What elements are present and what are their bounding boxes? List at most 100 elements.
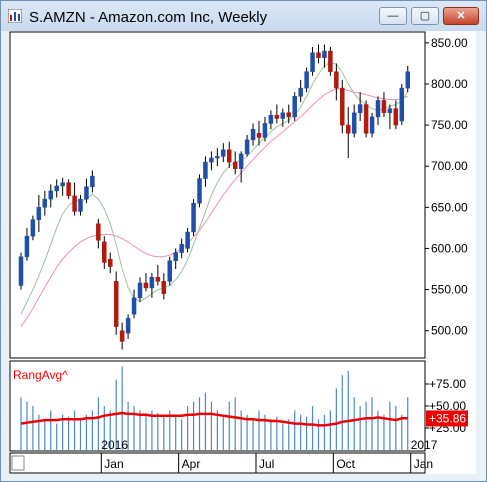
candle-down bbox=[113, 281, 119, 327]
candle-up bbox=[36, 207, 42, 220]
candle-down bbox=[72, 195, 77, 212]
time-axis[interactable] bbox=[9, 452, 426, 474]
candle-down bbox=[346, 124, 351, 134]
time-tick-label: Jan bbox=[104, 457, 123, 471]
candle-up bbox=[191, 202, 196, 233]
price-tick-label: 700.00 bbox=[431, 159, 468, 173]
candlestick-series bbox=[18, 44, 410, 350]
time-tick-label: Oct bbox=[336, 457, 355, 471]
chart-app-icon bbox=[8, 9, 22, 23]
candle-up bbox=[310, 52, 315, 72]
price-pane[interactable] bbox=[9, 31, 426, 359]
value-badge-label: +35.86 bbox=[429, 411, 466, 425]
candle-down bbox=[102, 241, 107, 263]
candle-up bbox=[244, 139, 250, 155]
indicator-tick-label: +75.00 bbox=[429, 377, 466, 391]
maximize-icon: ▢ bbox=[419, 10, 431, 22]
price-tick-label: 750.00 bbox=[431, 118, 468, 132]
candle-up bbox=[250, 128, 256, 141]
candle-up bbox=[262, 123, 268, 138]
time-tick-label: Jan bbox=[414, 457, 433, 471]
price-axis: 850.00 800.00 750.00 700.00 650.00 600.00 550.… bbox=[425, 36, 468, 338]
year-label: 2017 bbox=[411, 438, 438, 452]
indicator-tick-label: +50.00 bbox=[429, 399, 466, 413]
candle-down bbox=[155, 276, 161, 282]
candle-up bbox=[292, 96, 297, 118]
candle-down bbox=[143, 282, 149, 289]
range-average-path bbox=[20, 411, 408, 427]
candle-up bbox=[179, 244, 184, 253]
scroll-handle[interactable] bbox=[11, 455, 25, 471]
candle-up bbox=[197, 178, 202, 204]
maximize-button[interactable]: ▢ bbox=[411, 7, 439, 25]
candle-down bbox=[393, 108, 399, 126]
price-tick-label: 550.00 bbox=[431, 283, 468, 297]
range-average-line bbox=[20, 411, 408, 427]
candle-up bbox=[298, 87, 303, 97]
candle-up bbox=[18, 256, 24, 286]
candle-down bbox=[340, 87, 345, 126]
price-tick-label: 500.00 bbox=[431, 324, 468, 338]
candle-up bbox=[90, 175, 95, 188]
candle-down bbox=[256, 133, 262, 138]
candle-down bbox=[66, 182, 71, 197]
candle-up bbox=[173, 252, 178, 262]
indicator-title: RangAvg^ bbox=[13, 368, 68, 382]
candle-down bbox=[96, 223, 101, 241]
price-tick-label: 650.00 bbox=[431, 200, 468, 214]
candle-down bbox=[161, 281, 167, 294]
candle-up bbox=[48, 190, 53, 200]
candle-down bbox=[381, 100, 387, 114]
candle-up bbox=[387, 108, 393, 114]
candle-down bbox=[119, 330, 125, 342]
ma-fast-line bbox=[20, 62, 409, 315]
price-tick-label: 600.00 bbox=[431, 241, 468, 255]
candle-up bbox=[357, 104, 363, 114]
candle-up bbox=[405, 71, 410, 89]
candle-up bbox=[167, 260, 172, 282]
candle-up bbox=[322, 50, 327, 58]
candle-down bbox=[316, 52, 321, 58]
chart-canvas[interactable]: 850.00 800.00 750.00 700.00 650.00 600.00 550.… bbox=[9, 31, 476, 474]
title-bar[interactable]: S.AMZN - Amazon.com Inc, Weekly — ▢ ✕ bbox=[1, 1, 486, 31]
minimize-button[interactable]: — bbox=[379, 7, 407, 25]
candle-up bbox=[268, 114, 274, 124]
candle-up bbox=[30, 219, 36, 237]
time-axis-labels: Jan Apr Jul Oct Jan 2016 2017 bbox=[100, 438, 438, 473]
candle-up bbox=[24, 235, 30, 257]
candle-down bbox=[274, 114, 280, 119]
price-tick-label: 800.00 bbox=[431, 77, 468, 91]
candle-up bbox=[203, 161, 208, 179]
chart-area[interactable]: 850.00 800.00 750.00 700.00 650.00 600.00 550.… bbox=[9, 31, 476, 474]
candle-down bbox=[286, 112, 291, 118]
candle-up bbox=[60, 182, 65, 187]
candle-down bbox=[363, 104, 369, 134]
candle-down bbox=[232, 161, 238, 169]
time-tick-label: Apr bbox=[182, 457, 201, 471]
candle-up bbox=[221, 149, 226, 157]
candle-down bbox=[227, 149, 232, 163]
candle-up bbox=[238, 153, 244, 169]
window-title: S.AMZN - Amazon.com Inc, Weekly bbox=[29, 9, 268, 26]
candle-up bbox=[42, 198, 48, 208]
candle-up bbox=[54, 185, 59, 192]
candle-up bbox=[215, 156, 220, 159]
candle-down bbox=[334, 71, 339, 89]
candle-up bbox=[351, 112, 357, 134]
candle-down bbox=[328, 50, 333, 72]
price-tick-label: 850.00 bbox=[431, 36, 468, 50]
range-bars bbox=[20, 366, 409, 450]
candle-up bbox=[280, 112, 286, 119]
close-button[interactable]: ✕ bbox=[443, 7, 479, 25]
value-badge bbox=[426, 410, 468, 427]
candle-up bbox=[304, 71, 309, 89]
minimize-icon: — bbox=[387, 10, 399, 22]
candle-up bbox=[131, 297, 137, 315]
candle-up bbox=[78, 198, 83, 212]
year-label: 2016 bbox=[101, 438, 128, 452]
candle-up bbox=[185, 231, 190, 249]
candle-up bbox=[399, 87, 405, 122]
candle-down bbox=[108, 258, 113, 267]
candle-up bbox=[137, 282, 143, 299]
